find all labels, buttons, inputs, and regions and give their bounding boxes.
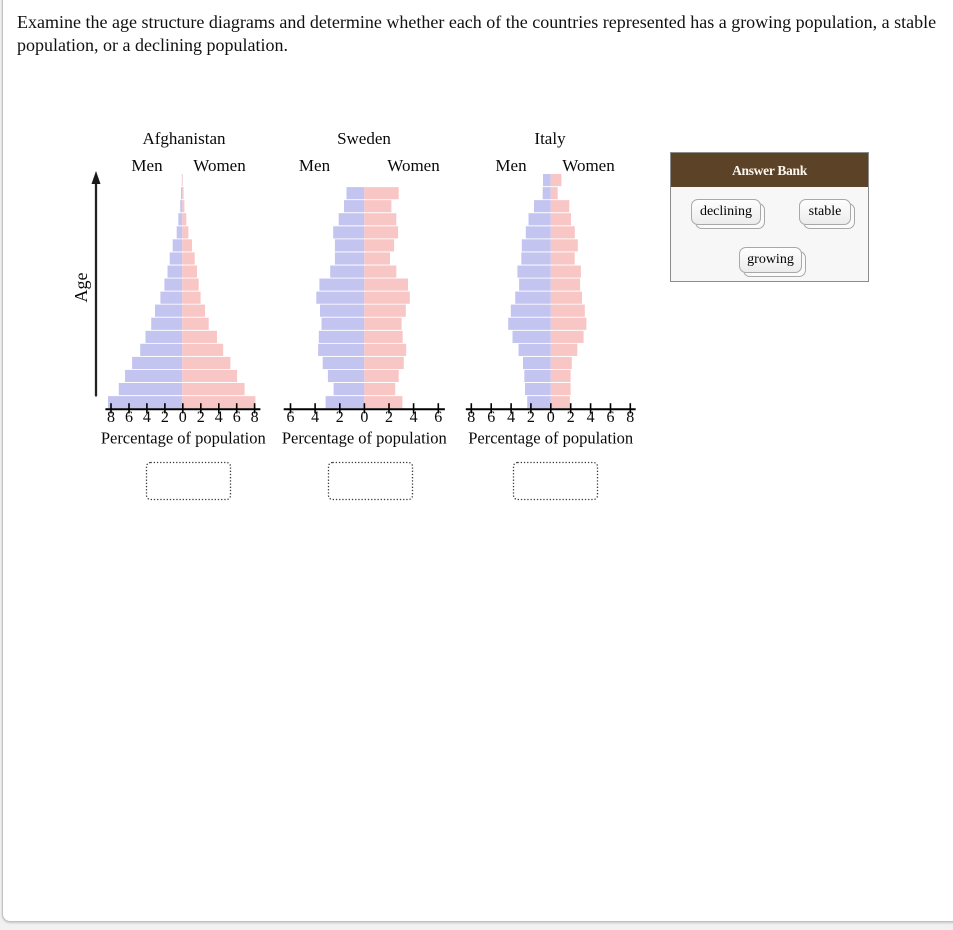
svg-text:Women: Women (193, 156, 246, 175)
svg-text:Men: Men (495, 156, 527, 175)
svg-text:4: 4 (215, 409, 223, 426)
svg-text:Percentage of population: Percentage of population (101, 429, 266, 448)
svg-text:2: 2 (567, 409, 575, 426)
svg-text:4: 4 (507, 409, 515, 426)
svg-text:0: 0 (547, 409, 555, 426)
svg-text:Women: Women (562, 156, 615, 175)
svg-text:Percentage of population: Percentage of population (282, 429, 447, 448)
svg-text:2: 2 (527, 409, 535, 426)
svg-text:Sweden: Sweden (337, 129, 391, 148)
svg-text:8: 8 (626, 409, 634, 426)
svg-text:Afghanistan: Afghanistan (142, 129, 226, 148)
svg-text:Men: Men (299, 156, 331, 175)
svg-text:8: 8 (107, 409, 115, 426)
svg-text:0: 0 (179, 409, 187, 426)
svg-text:0: 0 (360, 409, 368, 426)
svg-text:6: 6 (607, 409, 615, 426)
svg-text:4: 4 (587, 409, 595, 426)
svg-text:6: 6 (434, 409, 442, 426)
svg-text:2: 2 (197, 409, 205, 426)
svg-text:Age: Age (71, 273, 91, 303)
svg-text:2: 2 (385, 409, 393, 426)
svg-text:Italy: Italy (534, 129, 566, 148)
svg-text:Percentage of population: Percentage of population (468, 429, 633, 448)
svg-text:8: 8 (251, 409, 259, 426)
svg-text:Men: Men (131, 156, 163, 175)
svg-text:2: 2 (161, 409, 169, 426)
svg-text:6: 6 (233, 409, 241, 426)
svg-text:8: 8 (467, 409, 475, 426)
svg-text:Women: Women (387, 156, 440, 175)
svg-text:2: 2 (336, 409, 344, 426)
svg-text:4: 4 (410, 409, 418, 426)
svg-text:6: 6 (287, 409, 295, 426)
svg-text:6: 6 (487, 409, 495, 426)
svg-text:6: 6 (125, 409, 133, 426)
svg-text:4: 4 (143, 409, 151, 426)
svg-text:4: 4 (311, 409, 319, 426)
